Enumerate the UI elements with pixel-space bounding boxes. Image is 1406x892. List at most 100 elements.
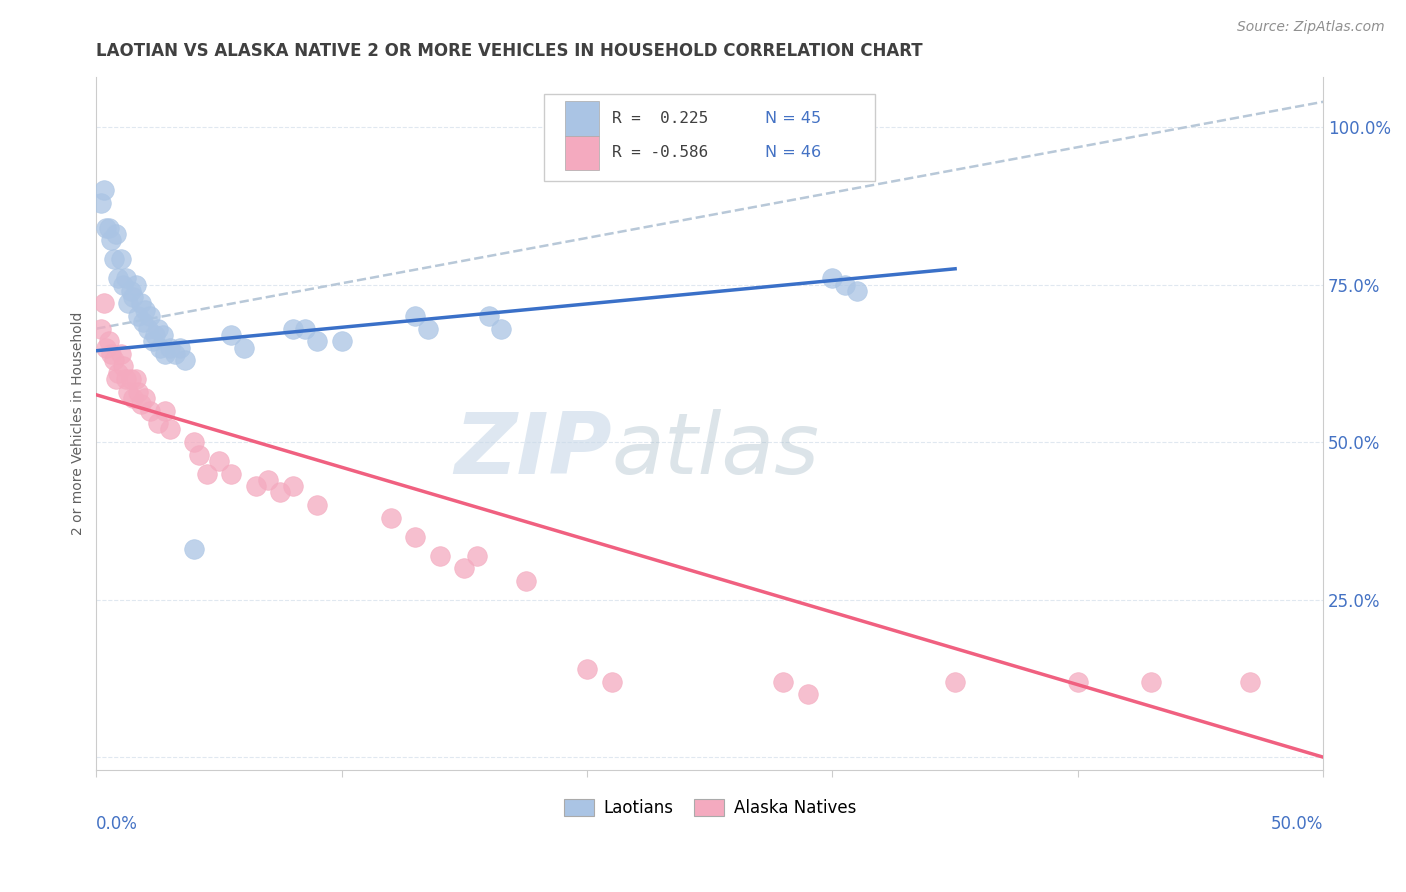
Point — [846, 284, 869, 298]
Point — [107, 366, 129, 380]
Text: R = -0.586: R = -0.586 — [612, 145, 707, 161]
Point — [110, 252, 132, 267]
Text: atlas: atlas — [612, 409, 820, 492]
Point — [122, 391, 145, 405]
Point — [139, 403, 162, 417]
Point — [93, 183, 115, 197]
Point — [232, 341, 254, 355]
Point — [208, 454, 231, 468]
Point — [96, 341, 118, 355]
Point — [307, 334, 329, 349]
Point — [404, 309, 426, 323]
Point — [107, 271, 129, 285]
Point — [600, 674, 623, 689]
Text: N = 46: N = 46 — [765, 145, 821, 161]
Text: R =  0.225: R = 0.225 — [612, 111, 707, 126]
Point — [269, 485, 291, 500]
Point — [821, 271, 844, 285]
Point — [146, 416, 169, 430]
Point — [173, 353, 195, 368]
Point — [772, 674, 794, 689]
Point — [149, 341, 172, 355]
Point — [127, 384, 149, 399]
Point — [129, 296, 152, 310]
Point — [97, 334, 120, 349]
Point — [124, 277, 146, 292]
Point — [257, 473, 280, 487]
Point — [489, 321, 512, 335]
Point — [515, 574, 537, 588]
Point — [576, 662, 599, 676]
Point — [380, 510, 402, 524]
Point — [153, 347, 176, 361]
Point — [188, 448, 211, 462]
Point — [114, 372, 136, 386]
Point — [117, 384, 139, 399]
Text: N = 45: N = 45 — [765, 111, 821, 126]
Point — [195, 467, 218, 481]
Point — [169, 341, 191, 355]
Point — [146, 321, 169, 335]
Legend: Laotians, Alaska Natives: Laotians, Alaska Natives — [557, 792, 863, 824]
Point — [429, 549, 451, 563]
Point — [143, 328, 166, 343]
Point — [110, 347, 132, 361]
Point — [104, 372, 127, 386]
Point — [103, 252, 125, 267]
Point — [465, 549, 488, 563]
Text: 0.0%: 0.0% — [97, 814, 138, 833]
Point — [221, 467, 243, 481]
Point — [404, 530, 426, 544]
Point — [159, 422, 181, 436]
Text: ZIP: ZIP — [454, 409, 612, 492]
Point — [281, 479, 304, 493]
FancyBboxPatch shape — [544, 94, 876, 180]
Point — [112, 359, 135, 374]
Point — [139, 309, 162, 323]
Point — [100, 234, 122, 248]
Point — [834, 277, 856, 292]
Point — [1067, 674, 1090, 689]
Point — [112, 277, 135, 292]
Point — [142, 334, 165, 349]
Text: Source: ZipAtlas.com: Source: ZipAtlas.com — [1237, 20, 1385, 34]
Point — [478, 309, 501, 323]
Point — [122, 290, 145, 304]
Point — [93, 296, 115, 310]
Point — [163, 347, 186, 361]
Point — [221, 328, 243, 343]
Point — [114, 271, 136, 285]
Point — [281, 321, 304, 335]
FancyBboxPatch shape — [565, 101, 599, 136]
Point — [120, 284, 142, 298]
Point — [127, 309, 149, 323]
Point — [330, 334, 353, 349]
Point — [159, 341, 181, 355]
Text: LAOTIAN VS ALASKA NATIVE 2 OR MORE VEHICLES IN HOUSEHOLD CORRELATION CHART: LAOTIAN VS ALASKA NATIVE 2 OR MORE VEHIC… — [97, 42, 922, 60]
Point — [183, 435, 205, 450]
Point — [134, 302, 156, 317]
Point — [1239, 674, 1261, 689]
Point — [1140, 674, 1163, 689]
Point — [97, 220, 120, 235]
Point — [136, 321, 159, 335]
Text: 50.0%: 50.0% — [1271, 814, 1323, 833]
Point — [117, 296, 139, 310]
Point — [129, 397, 152, 411]
Point — [183, 542, 205, 557]
Point — [124, 372, 146, 386]
Point — [453, 561, 475, 575]
Point — [132, 315, 155, 329]
Point — [943, 674, 966, 689]
Point — [797, 687, 820, 701]
Point — [90, 195, 112, 210]
Point — [294, 321, 316, 335]
FancyBboxPatch shape — [565, 136, 599, 170]
Point — [134, 391, 156, 405]
Point — [103, 353, 125, 368]
Point — [152, 328, 174, 343]
Point — [120, 372, 142, 386]
Point — [96, 220, 118, 235]
Y-axis label: 2 or more Vehicles in Household: 2 or more Vehicles in Household — [72, 311, 86, 535]
Point — [307, 498, 329, 512]
